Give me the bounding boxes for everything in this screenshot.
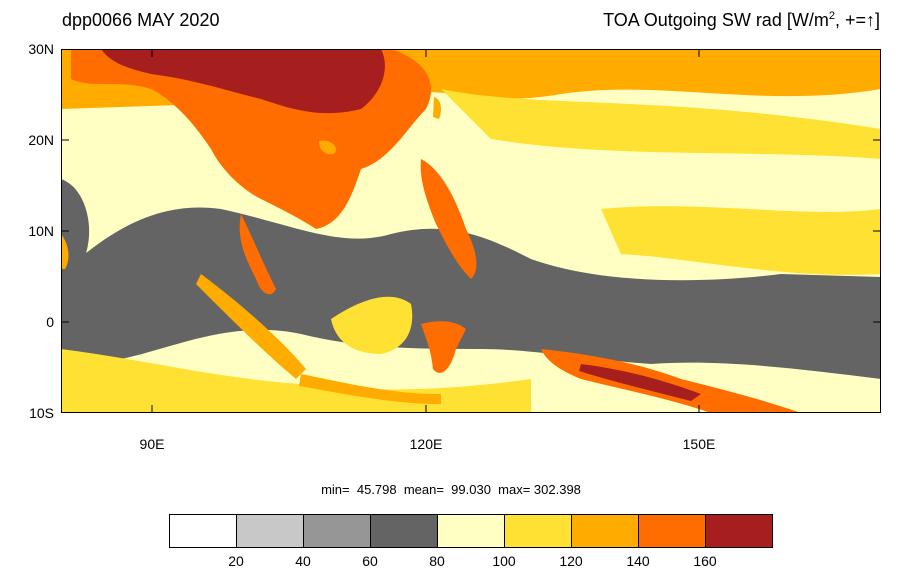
stats-line: min= 45.798 mean= 99.030 max= 302.398: [321, 482, 581, 497]
colorbar-label-60: 60: [362, 553, 378, 569]
plot-title-left: dpp0066 MAY 2020: [62, 10, 220, 30]
colorbar-box: [437, 514, 505, 548]
taiwan-island: [433, 97, 442, 119]
malay-peninsula: [239, 214, 276, 295]
lon-label-90e: 90E: [139, 436, 165, 452]
map-panel: [61, 49, 881, 413]
philippines-island: [420, 159, 477, 279]
colorbar-box: [504, 514, 572, 548]
lat-label-10s: 10S: [29, 405, 54, 421]
new-guinea-highland: [579, 364, 701, 401]
borneo-island: [331, 296, 413, 354]
title-suffix: , +=: [834, 10, 866, 30]
north-yellow-band: [441, 89, 881, 159]
himalaya-highland: [101, 49, 385, 114]
convective-zone: [61, 207, 881, 379]
colorbar-box: [236, 514, 304, 548]
colorbar: [169, 514, 773, 548]
new-guinea-island: [541, 349, 801, 413]
lon-label-150e: 150E: [682, 436, 716, 452]
sumatra-island: [196, 274, 306, 379]
colorbar-box: [705, 514, 773, 548]
colorbar-label-20: 20: [228, 553, 244, 569]
title-end: ]: [874, 10, 880, 30]
java-island: [299, 374, 441, 404]
colorbar-box: [638, 514, 706, 548]
lat-label-20n: 20N: [28, 132, 54, 148]
colorbar-label-100: 100: [492, 553, 516, 569]
colorbar-label-120: 120: [559, 553, 583, 569]
title-prefix: TOA Outgoing SW rad [W/m: [603, 10, 829, 30]
lat-label-30n: 30N: [28, 41, 54, 57]
title-sup: 2: [828, 10, 835, 22]
colorbar-box: [303, 514, 371, 548]
lat-label-0: 0: [46, 314, 54, 330]
pacific-yellow-band: [601, 206, 881, 275]
colorbar-box: [169, 514, 237, 548]
up-arrow-icon: ↑: [865, 10, 875, 30]
colorbar-label-140: 140: [626, 553, 650, 569]
colorbar-label-80: 80: [429, 553, 445, 569]
plot-title-right: TOA Outgoing SW rad [W/m2, +=↑]: [603, 10, 880, 31]
axis-ticks: [61, 49, 881, 413]
hainan-island: [319, 140, 336, 155]
colorbar-label-40: 40: [295, 553, 311, 569]
colorbar-box: [571, 514, 639, 548]
colorbar-label-160: 160: [693, 553, 717, 569]
sulawesi-island: [421, 321, 466, 373]
lon-label-120e: 120E: [409, 436, 443, 452]
colorbar-box: [370, 514, 438, 548]
sri-lanka-island: [61, 234, 69, 269]
lat-label-10n: 10N: [28, 223, 54, 239]
